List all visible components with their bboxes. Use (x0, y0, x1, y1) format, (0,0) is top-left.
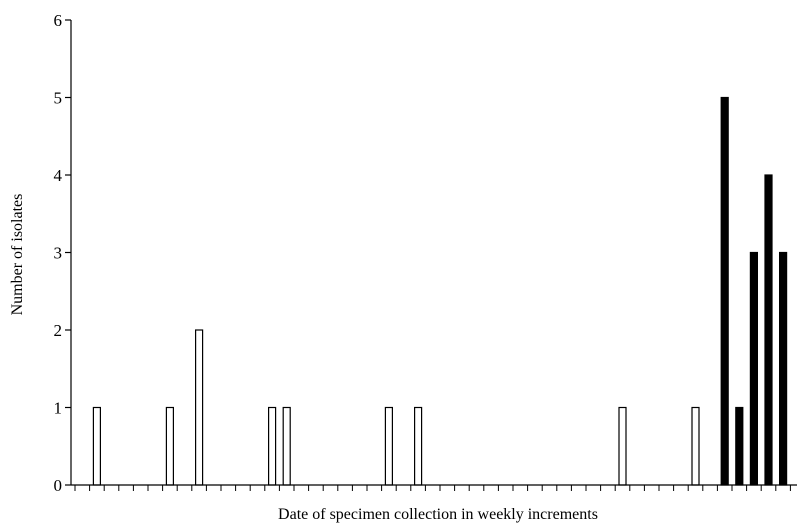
bar-series-1-week-48 (764, 174, 773, 486)
y-tick-label: 1 (54, 399, 63, 418)
bar-series-0-week-43 (691, 406, 700, 486)
bar-series-0-week-14 (268, 406, 277, 486)
y-tick-label: 4 (54, 166, 63, 185)
y-ticks-group: 0 1 2 3 4 5 6 (54, 11, 71, 495)
bar-series-0-week-7 (165, 406, 174, 486)
y-tick-label: 6 (54, 11, 63, 30)
bar-series-1-week-49 (778, 251, 788, 486)
bar-series-1-week-47 (749, 251, 759, 486)
y-tick-label: 0 (54, 476, 63, 495)
bar-series-0-week-2 (92, 406, 102, 486)
bar-series-0-week-9 (195, 329, 204, 486)
y-tick-label: 3 (54, 244, 63, 263)
y-axis-title: Number of isolates (9, 194, 26, 316)
x-ticks-group (74, 485, 791, 491)
bar-series-1-week-46 (735, 406, 744, 486)
bar-series-0-week-38 (618, 406, 627, 486)
x-axis-title: Date of specimen collection in weekly in… (278, 506, 598, 523)
bar-series-0-week-24 (414, 406, 423, 486)
bar-series-0-week-22 (384, 406, 393, 486)
y-tick-label: 5 (54, 89, 63, 108)
y-tick-label: 2 (54, 321, 63, 340)
bar-series-1-week-45 (720, 96, 729, 486)
bar-series-0-week-15 (282, 406, 291, 486)
bars-group (92, 96, 788, 486)
